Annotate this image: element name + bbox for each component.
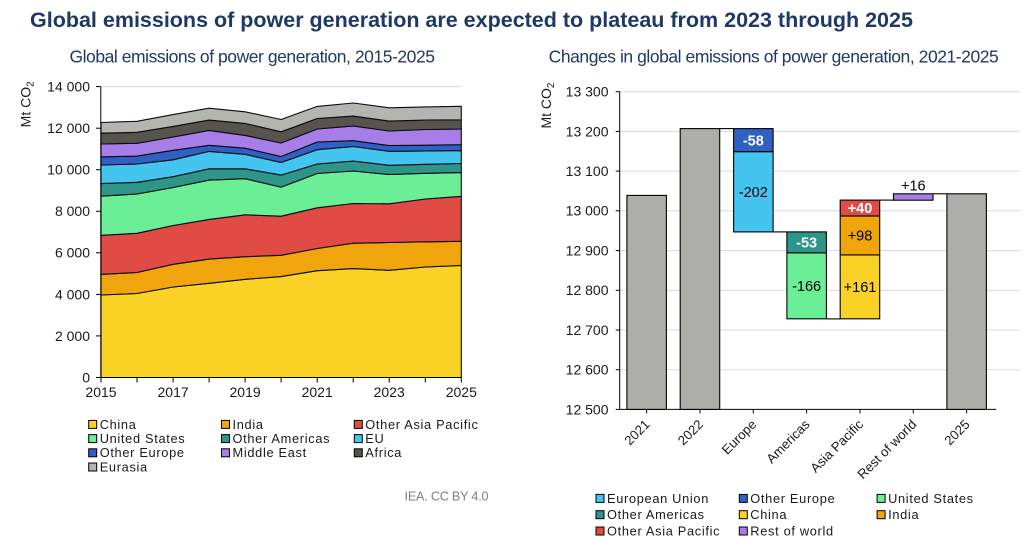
svg-text:13 000: 13 000 (566, 203, 609, 219)
svg-text:2021: 2021 (302, 384, 333, 400)
svg-text:Global emissions of power gene: Global emissions of power generation, 20… (69, 47, 434, 67)
svg-text:10 000: 10 000 (47, 162, 90, 178)
svg-text:Global emissions of power gene: Global emissions of power generation are… (30, 8, 913, 32)
svg-text:+40: +40 (848, 201, 873, 217)
svg-text:United States: United States (888, 491, 974, 506)
svg-text:+161: +161 (844, 280, 877, 296)
svg-text:12 700: 12 700 (566, 322, 609, 338)
svg-text:IEA. CC BY 4.0: IEA. CC BY 4.0 (405, 490, 489, 504)
svg-text:2015: 2015 (85, 384, 116, 400)
svg-text:-53: -53 (796, 236, 817, 252)
svg-text:China: China (100, 417, 137, 432)
svg-text:Eurasia: Eurasia (100, 459, 148, 474)
svg-text:-202: -202 (739, 185, 768, 201)
svg-text:2019: 2019 (230, 384, 261, 400)
svg-text:+98: +98 (848, 229, 873, 245)
svg-text:4 000: 4 000 (55, 286, 90, 302)
svg-text:Other Asia Pacific: Other Asia Pacific (365, 417, 478, 432)
svg-text:2025: 2025 (446, 384, 477, 400)
svg-text:2023: 2023 (374, 384, 405, 400)
svg-text:12 000: 12 000 (47, 120, 90, 136)
svg-text:India: India (233, 417, 264, 432)
svg-text:Mt CO2: Mt CO2 (18, 81, 37, 127)
svg-text:13 200: 13 200 (566, 123, 609, 139)
svg-text:13 300: 13 300 (566, 84, 609, 100)
svg-text:-58: -58 (743, 133, 764, 149)
svg-text:12 500: 12 500 (566, 401, 609, 417)
svg-text:6 000: 6 000 (55, 245, 90, 261)
svg-text:14 000: 14 000 (47, 79, 90, 95)
svg-text:12 600: 12 600 (566, 362, 609, 378)
svg-text:European Union: European Union (607, 491, 709, 506)
svg-text:Africa: Africa (365, 445, 402, 460)
svg-text:8 000: 8 000 (55, 203, 90, 219)
svg-text:United States: United States (100, 431, 186, 446)
svg-text:13 100: 13 100 (566, 163, 609, 179)
svg-text:Mt CO2: Mt CO2 (538, 82, 557, 128)
svg-text:India: India (888, 507, 919, 522)
svg-text:EU: EU (365, 431, 384, 446)
svg-text:12 800: 12 800 (566, 282, 609, 298)
svg-text:Other Europe: Other Europe (750, 491, 835, 506)
svg-text:0: 0 (82, 369, 90, 385)
svg-text:Other Americas: Other Americas (233, 431, 331, 446)
svg-text:12 900: 12 900 (566, 243, 609, 259)
svg-text:Other Asia Pacific: Other Asia Pacific (607, 523, 720, 538)
svg-text:Other Americas: Other Americas (607, 507, 705, 522)
svg-text:2 000: 2 000 (55, 328, 90, 344)
svg-text:Other Europe: Other Europe (100, 445, 185, 460)
svg-text:Middle East: Middle East (233, 445, 307, 460)
svg-text:China: China (750, 507, 787, 522)
svg-text:2017: 2017 (158, 384, 189, 400)
svg-text:Rest of world: Rest of world (750, 523, 834, 538)
svg-text:-166: -166 (792, 279, 821, 295)
svg-text:Changes in global emissions of: Changes in global emissions of power gen… (549, 47, 999, 67)
svg-text:+16: +16 (901, 179, 926, 195)
